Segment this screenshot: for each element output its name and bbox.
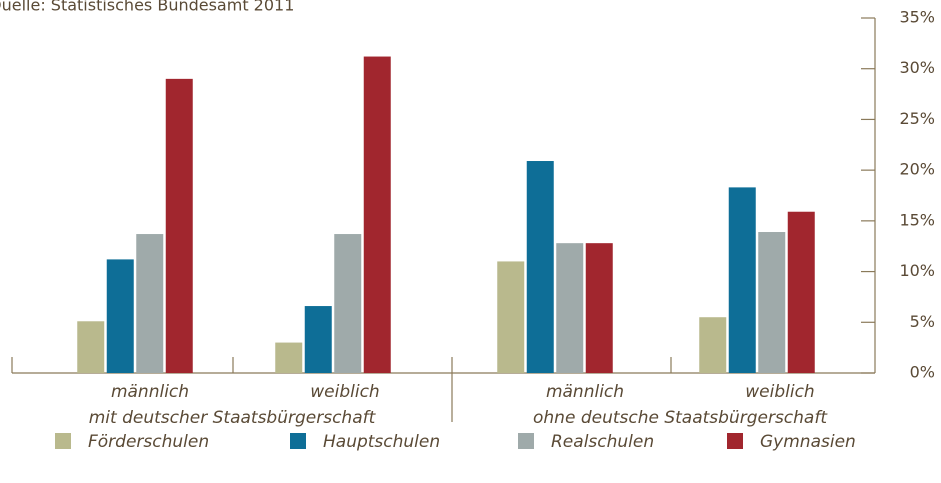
bar bbox=[787, 211, 815, 373]
bar bbox=[304, 306, 332, 373]
bar bbox=[585, 243, 613, 373]
legend-swatch bbox=[290, 433, 306, 449]
y-tick-label: 20% bbox=[899, 160, 935, 179]
y-tick-label: 0% bbox=[910, 363, 935, 382]
group-label: ohne deutsche Staatsbürgerschaft bbox=[533, 408, 828, 428]
bar bbox=[165, 78, 193, 373]
bar bbox=[758, 232, 786, 373]
y-tick-label: 35% bbox=[899, 8, 935, 27]
bar bbox=[106, 259, 134, 373]
source-note: Quelle: Statistisches Bundesamt 2011 bbox=[0, 0, 294, 15]
bar bbox=[136, 234, 164, 373]
legend-swatch bbox=[518, 433, 534, 449]
bar bbox=[363, 56, 391, 374]
y-tick-label: 5% bbox=[910, 312, 935, 331]
legend-label: Förderschulen bbox=[88, 432, 209, 452]
legend-swatch bbox=[55, 433, 71, 449]
bar bbox=[275, 342, 303, 373]
x-tick-label: männlich bbox=[111, 382, 189, 402]
y-tick-label: 10% bbox=[899, 261, 935, 280]
y-tick-label: 15% bbox=[899, 210, 935, 229]
y-tick-label: 30% bbox=[899, 58, 935, 77]
bar bbox=[728, 187, 756, 373]
x-tick-label: weiblich bbox=[310, 382, 379, 402]
x-tick-label: männlich bbox=[546, 382, 624, 402]
bar bbox=[699, 317, 727, 373]
legend-swatch bbox=[727, 433, 743, 449]
bar bbox=[497, 261, 525, 373]
legend-label: Hauptschulen bbox=[323, 432, 440, 452]
bar bbox=[334, 234, 362, 373]
legend-label: Gymnasien bbox=[760, 432, 856, 452]
x-tick-label: weiblich bbox=[745, 382, 814, 402]
group-label: mit deutscher Staatsbürgerschaft bbox=[89, 408, 377, 428]
bar bbox=[77, 321, 105, 373]
legend-label: Realschulen bbox=[551, 432, 654, 452]
y-tick-label: 25% bbox=[899, 109, 935, 128]
bar bbox=[526, 161, 554, 373]
bar bbox=[556, 243, 584, 373]
